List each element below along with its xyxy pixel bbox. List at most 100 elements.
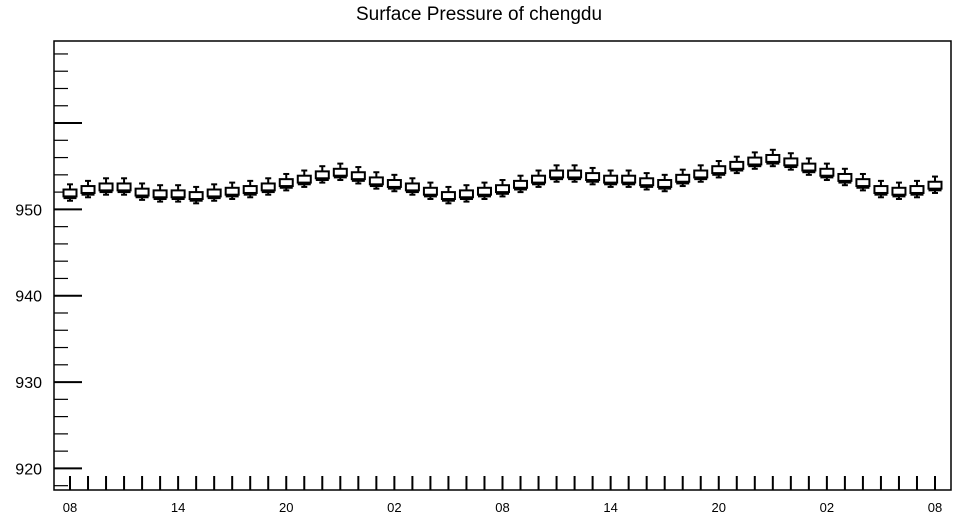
box-27 [549,164,565,183]
box-45 [873,179,889,199]
box-5 [152,184,168,203]
box-body [783,157,799,167]
plot-frame [53,40,952,491]
box-body [657,179,673,188]
box-body [549,169,565,179]
y-tick-label: 920 [15,461,42,478]
box-body [278,178,294,188]
box-48 [927,175,943,194]
box-41 [801,157,817,176]
box-39 [765,148,781,168]
box-38 [747,151,763,170]
box-series [62,148,943,205]
box-13 [296,169,312,188]
box-body [711,165,727,175]
box-8 [206,183,222,202]
box-body [837,172,853,182]
box-body [332,167,348,177]
chart-title: Surface Pressure of chengdu [355,4,603,25]
box-32 [639,172,655,191]
box-body [729,160,745,170]
box-9 [224,181,240,201]
box-body [440,191,456,201]
box-body [531,174,547,184]
box-40 [783,152,799,171]
box-body [621,174,637,184]
box-body [675,173,691,183]
box-body [639,177,655,187]
box-28 [567,164,583,183]
box-body [873,185,889,194]
x-tick-label: 14 [603,500,617,515]
box-16 [350,166,366,185]
box-body [603,174,619,184]
box-24 [495,179,510,198]
box-body [476,186,492,196]
box-33 [657,173,673,193]
box-25 [513,174,529,194]
box-body [224,186,240,196]
box-43 [837,167,853,187]
box-1 [80,179,96,199]
box-35 [693,164,709,183]
box-body [458,189,474,199]
box-body [116,182,132,192]
box-body [80,185,96,194]
box-body [909,185,925,194]
box-29 [585,166,601,186]
box-0 [62,183,78,202]
box-body [693,169,709,179]
box-37 [729,155,745,175]
box-15 [332,162,348,182]
box-body [314,170,330,180]
box-body [585,172,601,182]
box-22 [458,184,474,203]
box-20 [422,181,438,201]
box-36 [711,160,727,179]
box-12 [278,172,294,192]
y-tick-label: 930 [15,375,42,392]
box-body [350,171,366,181]
box-body [747,156,763,166]
box-11 [260,177,276,196]
box-18 [386,173,402,193]
box-19 [404,177,420,196]
box-23 [476,181,492,201]
box-body [765,153,781,163]
box-2 [98,177,114,196]
box-31 [621,169,637,188]
box-47 [909,179,925,199]
box-body [152,189,168,199]
y-tick-label: 940 [15,289,42,306]
box-body [819,167,835,177]
x-tick-label: 14 [171,500,185,515]
y-axis: 920 930 940 950 [15,53,82,487]
box-14 [314,165,330,184]
box-body [386,179,402,188]
box-3 [116,177,132,196]
box-17 [368,171,384,190]
x-tick-label: 08 [63,500,77,515]
box-body [98,182,114,192]
box-body [855,178,871,188]
x-tick-label: 20 [712,500,726,515]
box-body [170,189,186,199]
box-body [891,186,907,196]
box-6 [170,184,186,203]
x-tick-label: 08 [495,500,509,515]
box-4 [134,182,150,201]
box-42 [819,162,835,182]
box-21 [440,185,456,205]
x-tick-label: 02 [387,500,401,515]
box-10 [242,179,258,199]
box-44 [855,172,871,192]
box-body [134,187,150,197]
box-body [422,186,438,196]
box-body [296,174,312,184]
box-26 [531,169,547,188]
box-body [801,162,817,172]
box-46 [891,181,907,201]
box-body [260,182,276,192]
y-tick-label: 950 [15,202,42,219]
